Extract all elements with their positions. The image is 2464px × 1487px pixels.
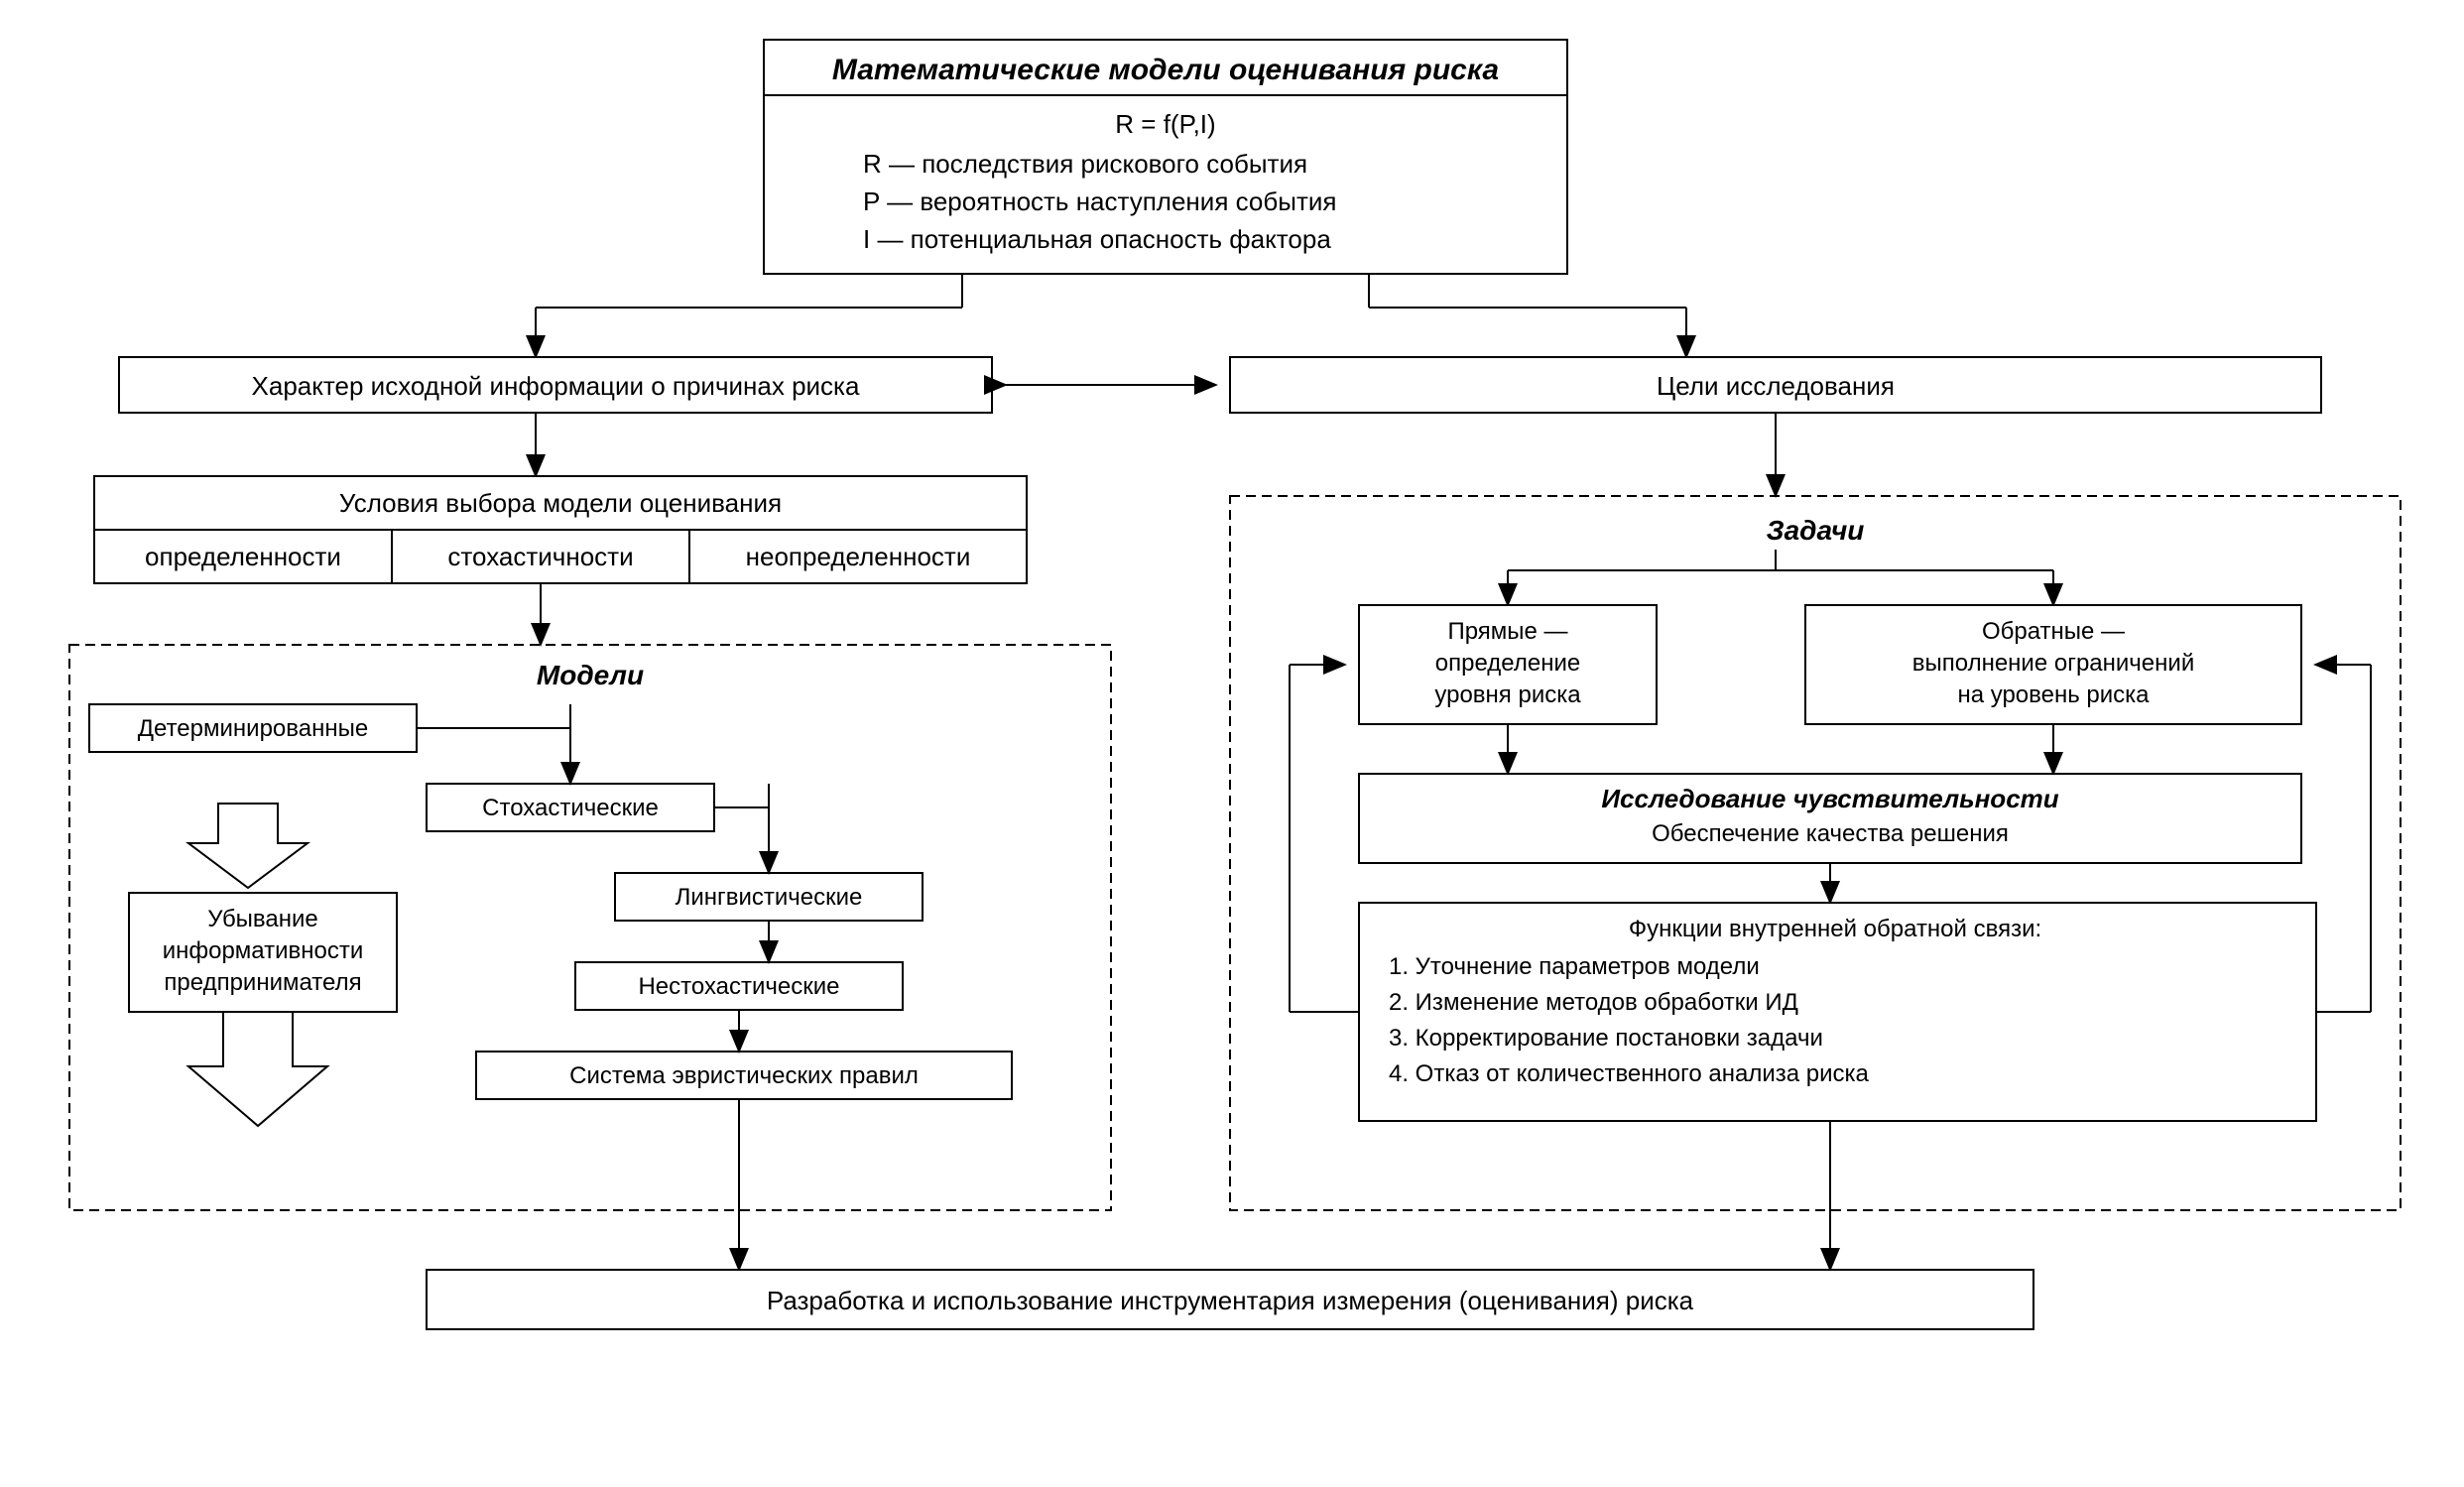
cond-cell-1: стохастичности xyxy=(447,542,633,571)
bottom-text: Разработка и использование инструментари… xyxy=(767,1286,1694,1315)
conditions-title: Условия выбора модели оценивания xyxy=(339,488,782,518)
top-line-2: I — потенциальная опасность фактора xyxy=(863,224,1331,254)
svg-text:Стохастические: Стохастические xyxy=(482,795,659,821)
top-box: Математические модели оценивания риска R… xyxy=(764,40,1567,274)
svg-text:предпринимателя: предпринимателя xyxy=(164,969,361,996)
svg-text:информативности: информативности xyxy=(163,937,364,964)
flowchart-diagram: Математические модели оценивания риска R… xyxy=(0,0,2464,1487)
svg-text:Функции внутренней обратной св: Функции внутренней обратной связи: xyxy=(1629,916,2041,942)
top-formula: R = f(P,I) xyxy=(1115,109,1215,139)
conditions-box: Условия выбора модели оценивания определ… xyxy=(94,476,1027,583)
svg-text:определение: определение xyxy=(1435,650,1580,677)
models-title: Модели xyxy=(537,660,644,690)
svg-text:Исследование чувствительности: Исследование чувствительности xyxy=(1601,784,2058,813)
svg-text:Нестохастические: Нестохастические xyxy=(638,973,839,1000)
svg-text:2. Изменение методов обработки: 2. Изменение методов обработки ИД xyxy=(1389,989,1798,1016)
svg-text:выполнение ограничений: выполнение ограничений xyxy=(1912,650,2194,677)
svg-text:Убывание: Убывание xyxy=(207,906,318,932)
svg-text:1. Уточнение параметров модели: 1. Уточнение параметров модели xyxy=(1389,953,1760,980)
svg-text:уровня риска: уровня риска xyxy=(1434,682,1581,708)
row2-left-text: Характер исходной информации о причинах … xyxy=(252,371,860,401)
cond-cell-2: неопределенности xyxy=(746,542,971,571)
svg-text:на уровень риска: на уровень риска xyxy=(1957,682,2150,708)
cond-cell-0: определенности xyxy=(145,542,341,571)
svg-text:Система эвристических правил: Система эвристических правил xyxy=(569,1062,919,1089)
tasks-title: Задачи xyxy=(1767,515,1865,546)
top-title: Математические модели оценивания риска xyxy=(832,54,1499,86)
side-label: Убывание информативности предпринимателя xyxy=(129,804,397,1126)
svg-text:Детерминированные: Детерминированные xyxy=(138,715,368,742)
svg-text:Обратные —: Обратные — xyxy=(1982,618,2125,645)
svg-text:4. Отказ от количественного ан: 4. Отказ от количественного анализа риск… xyxy=(1389,1060,1870,1087)
top-line-1: P — вероятность наступления события xyxy=(863,186,1336,216)
row2-right-text: Цели исследования xyxy=(1657,371,1895,401)
svg-text:Прямые —: Прямые — xyxy=(1447,618,1567,645)
svg-text:Лингвистические: Лингвистические xyxy=(676,884,863,911)
svg-text:Обеспечение качества решения: Обеспечение качества решения xyxy=(1652,820,2009,847)
svg-text:3. Корректирование постановки: 3. Корректирование постановки задачи xyxy=(1389,1025,1823,1052)
top-line-0: R — последствия рискового события xyxy=(863,149,1307,179)
